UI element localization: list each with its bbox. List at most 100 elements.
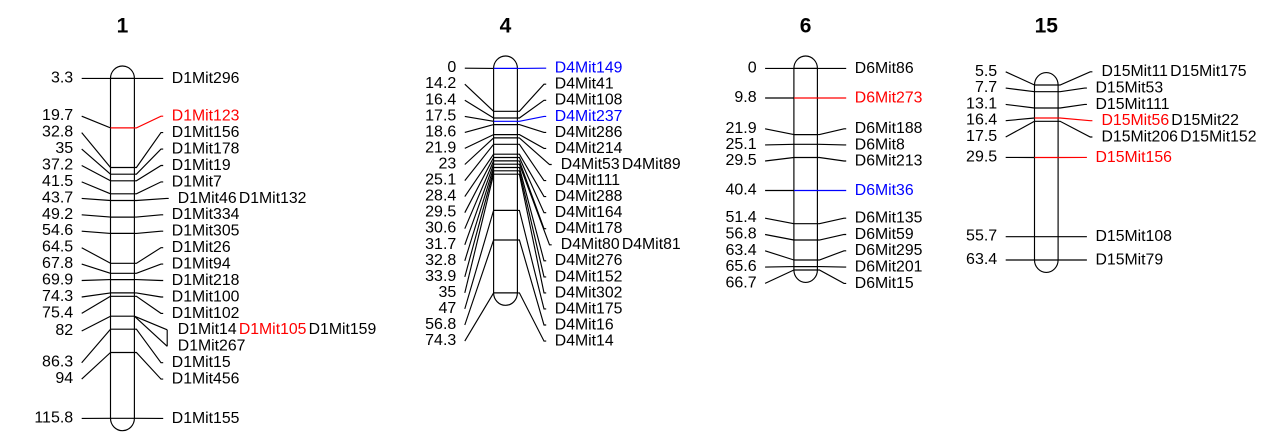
svg-text:D6Mit213: D6Mit213 xyxy=(855,152,923,169)
svg-text:D1Mit123: D1Mit123 xyxy=(172,108,240,125)
svg-text:14.2: 14.2 xyxy=(425,75,456,92)
svg-text:33.9: 33.9 xyxy=(425,268,456,285)
svg-text:29.5: 29.5 xyxy=(725,152,756,169)
svg-text:25.1: 25.1 xyxy=(425,172,456,189)
svg-text:D15Mit108: D15Mit108 xyxy=(1096,228,1173,245)
svg-text:49.2: 49.2 xyxy=(42,206,73,223)
svg-text:47: 47 xyxy=(439,300,457,317)
svg-text:43.7: 43.7 xyxy=(42,189,73,206)
svg-text:13.1: 13.1 xyxy=(966,95,997,112)
svg-text:15: 15 xyxy=(1035,14,1059,37)
svg-text:D6Mit15: D6Mit15 xyxy=(855,275,914,292)
svg-text:D1Mit7: D1Mit7 xyxy=(172,173,222,190)
svg-text:D1Mit100: D1Mit100 xyxy=(172,288,240,305)
svg-text:17.5: 17.5 xyxy=(425,107,456,124)
svg-text:D4Mit178: D4Mit178 xyxy=(555,220,623,237)
svg-text:40.4: 40.4 xyxy=(725,182,756,199)
svg-text:D4Mit14: D4Mit14 xyxy=(555,333,614,350)
svg-text:35: 35 xyxy=(439,284,457,301)
svg-text:67.8: 67.8 xyxy=(42,255,73,272)
svg-text:16.4: 16.4 xyxy=(425,91,456,108)
svg-text:23: 23 xyxy=(439,156,457,173)
svg-text:37.2: 37.2 xyxy=(42,157,73,174)
svg-text:D1Mit19: D1Mit19 xyxy=(172,157,231,174)
svg-text:86.3: 86.3 xyxy=(42,354,73,371)
svg-text:74.3: 74.3 xyxy=(425,332,456,349)
svg-text:5.5: 5.5 xyxy=(975,63,997,80)
svg-text:D4Mit214: D4Mit214 xyxy=(555,140,623,157)
svg-text:9.8: 9.8 xyxy=(734,89,756,106)
svg-text:D1Mit334: D1Mit334 xyxy=(172,206,240,223)
svg-text:0: 0 xyxy=(748,59,757,76)
svg-text:54.6: 54.6 xyxy=(42,222,73,239)
svg-text:D1Mit15: D1Mit15 xyxy=(172,354,231,371)
svg-text:30.6: 30.6 xyxy=(425,220,456,237)
svg-text:32.8: 32.8 xyxy=(425,252,456,269)
svg-text:74.3: 74.3 xyxy=(42,288,73,305)
svg-text:35: 35 xyxy=(55,140,73,157)
svg-text:D6Mit273: D6Mit273 xyxy=(855,89,923,106)
svg-text:D4Mit149: D4Mit149 xyxy=(555,60,623,77)
svg-text:7.7: 7.7 xyxy=(975,79,997,96)
svg-text:D1Mit156: D1Mit156 xyxy=(172,124,240,141)
svg-text:56.8: 56.8 xyxy=(725,226,756,243)
svg-text:32.8: 32.8 xyxy=(42,124,73,141)
svg-text:D4Mit276: D4Mit276 xyxy=(555,252,623,269)
svg-text:D1Mit305: D1Mit305 xyxy=(172,223,240,240)
svg-text:94: 94 xyxy=(55,370,73,387)
svg-text:D6Mit86: D6Mit86 xyxy=(855,60,914,77)
svg-text:55.7: 55.7 xyxy=(966,228,997,245)
svg-text:D6Mit36: D6Mit36 xyxy=(855,182,914,199)
svg-text:D6Mit188: D6Mit188 xyxy=(855,120,923,137)
svg-text:D1Mit155: D1Mit155 xyxy=(172,410,240,427)
svg-text:0: 0 xyxy=(447,59,456,76)
svg-text:D1Mit456: D1Mit456 xyxy=(172,371,240,388)
svg-text:D4Mit237: D4Mit237 xyxy=(555,108,623,125)
svg-text:21.9: 21.9 xyxy=(725,120,756,137)
svg-text:D1Mit94: D1Mit94 xyxy=(172,256,231,273)
svg-text:115.8: 115.8 xyxy=(34,409,73,426)
svg-text:D6Mit201: D6Mit201 xyxy=(855,259,923,276)
svg-text:D6Mit135: D6Mit135 xyxy=(855,210,923,227)
svg-text:D1Mit26: D1Mit26 xyxy=(172,239,231,256)
svg-text:D4Mit175: D4Mit175 xyxy=(555,300,623,317)
svg-text:D1Mit296: D1Mit296 xyxy=(172,70,240,87)
svg-text:6: 6 xyxy=(800,14,812,37)
svg-text:D1Mit218: D1Mit218 xyxy=(172,272,240,289)
svg-text:D4Mit286: D4Mit286 xyxy=(555,124,623,141)
svg-text:41.5: 41.5 xyxy=(42,173,73,190)
svg-text:D4Mit152: D4Mit152 xyxy=(555,268,623,285)
svg-text:D1Mit267: D1Mit267 xyxy=(178,338,246,355)
svg-text:64.5: 64.5 xyxy=(42,239,73,256)
svg-text:D4Mit302: D4Mit302 xyxy=(555,284,623,301)
svg-text:51.4: 51.4 xyxy=(725,209,756,226)
svg-text:29.5: 29.5 xyxy=(425,204,456,221)
svg-text:56.8: 56.8 xyxy=(425,316,456,333)
svg-text:4: 4 xyxy=(500,14,512,37)
svg-text:D15Mit53: D15Mit53 xyxy=(1096,80,1164,97)
svg-text:25.1: 25.1 xyxy=(725,136,756,153)
svg-text:31.7: 31.7 xyxy=(425,236,456,253)
svg-text:D4Mit164: D4Mit164 xyxy=(555,204,623,221)
svg-text:63.4: 63.4 xyxy=(966,251,997,268)
svg-text:D15Mit111: D15Mit111 xyxy=(1096,96,1170,113)
svg-text:65.6: 65.6 xyxy=(725,258,756,275)
svg-text:D4Mit288: D4Mit288 xyxy=(555,188,623,205)
svg-text:75.4: 75.4 xyxy=(42,304,73,321)
svg-text:D4Mit108: D4Mit108 xyxy=(555,92,623,109)
svg-text:18.6: 18.6 xyxy=(425,123,456,140)
svg-text:D1Mit102: D1Mit102 xyxy=(172,305,240,322)
svg-text:16.4: 16.4 xyxy=(966,112,997,129)
svg-text:3.3: 3.3 xyxy=(51,69,73,86)
svg-text:D15Mit156: D15Mit156 xyxy=(1096,149,1173,166)
svg-text:D6Mit59: D6Mit59 xyxy=(855,226,914,243)
svg-text:28.4: 28.4 xyxy=(425,188,456,205)
svg-text:D15Mit79: D15Mit79 xyxy=(1096,251,1164,268)
svg-text:69.9: 69.9 xyxy=(42,272,73,289)
svg-text:21.9: 21.9 xyxy=(425,139,456,156)
svg-text:17.5: 17.5 xyxy=(966,128,997,145)
